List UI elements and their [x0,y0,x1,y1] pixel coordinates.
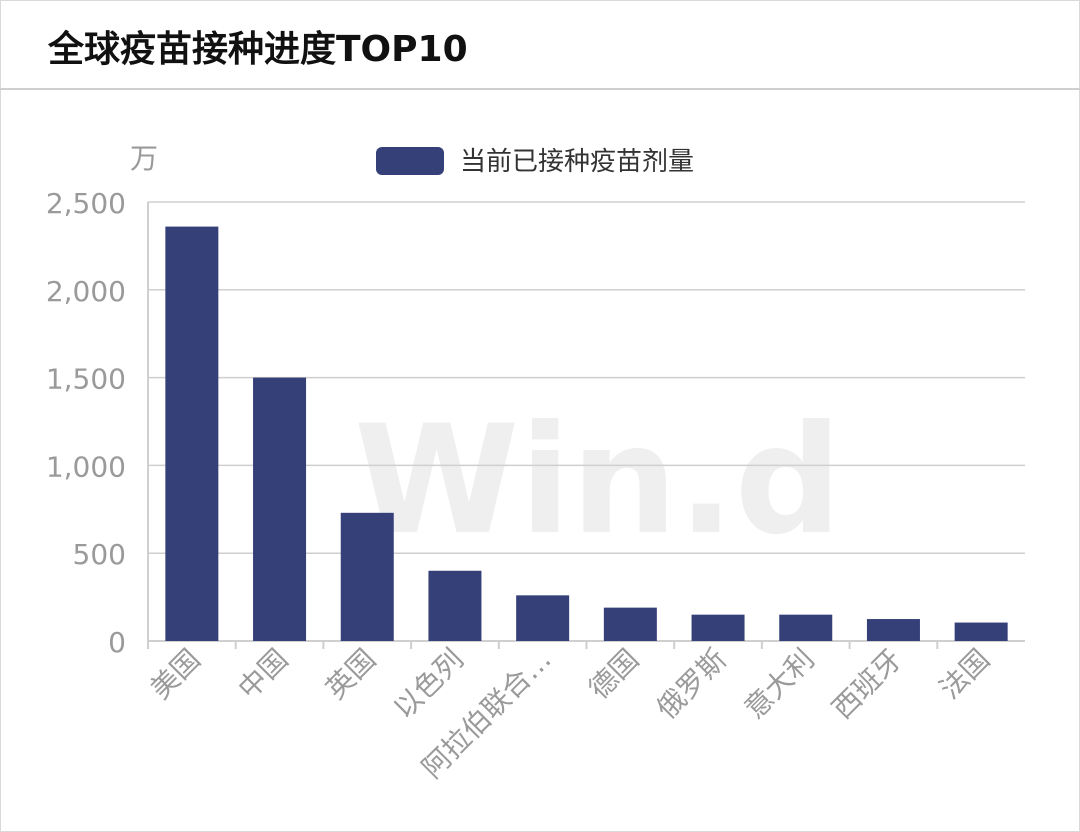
bars [165,226,1008,642]
x-tick-label: 英国 [319,643,382,706]
y-tick-label: 2,500 [46,187,126,220]
x-tick-label: 中国 [232,643,295,706]
bar [253,377,307,641]
bar [691,614,745,641]
page-title: 全球疫苗接种进度TOP10 [48,29,468,70]
y-axis-unit: 万 [130,142,158,175]
y-tick-label: 0 [108,626,126,659]
x-tick-label: 意大利 [738,643,821,726]
y-axis-ticks: 0 500 1,000 1,500 2,000 2,500 [46,187,126,659]
x-tick-label: 法国 [933,643,996,706]
bar [603,607,657,641]
bar [954,622,1008,641]
x-tick-label: 以色列 [387,643,470,726]
bar-chart: Win.d 0 500 1,000 1,500 2,000 2,500 美国 中国 英国 以色列… [46,142,1025,785]
y-tick-label: 500 [73,538,126,571]
legend-swatch [376,147,444,175]
y-tick-label: 2,000 [46,275,126,308]
bar [516,595,570,641]
x-tick-label: 俄罗斯 [650,643,733,726]
x-tick-label: 美国 [144,643,207,706]
x-tick-label: 德国 [582,643,645,706]
bar [340,512,394,641]
x-tick-label: 西班牙 [826,643,909,726]
y-tick-label: 1,500 [46,363,126,396]
card-header: 全球疫苗接种进度TOP10 [0,0,1080,90]
y-tick-label: 1,000 [46,450,126,483]
bar [866,619,920,641]
legend-label: 当前已接种疫苗剂量 [460,147,694,177]
legend: 当前已接种疫苗剂量 [376,147,694,177]
bar [428,570,482,641]
bar [165,226,219,642]
bar [779,614,833,641]
watermark-text: Win.d [354,394,842,568]
